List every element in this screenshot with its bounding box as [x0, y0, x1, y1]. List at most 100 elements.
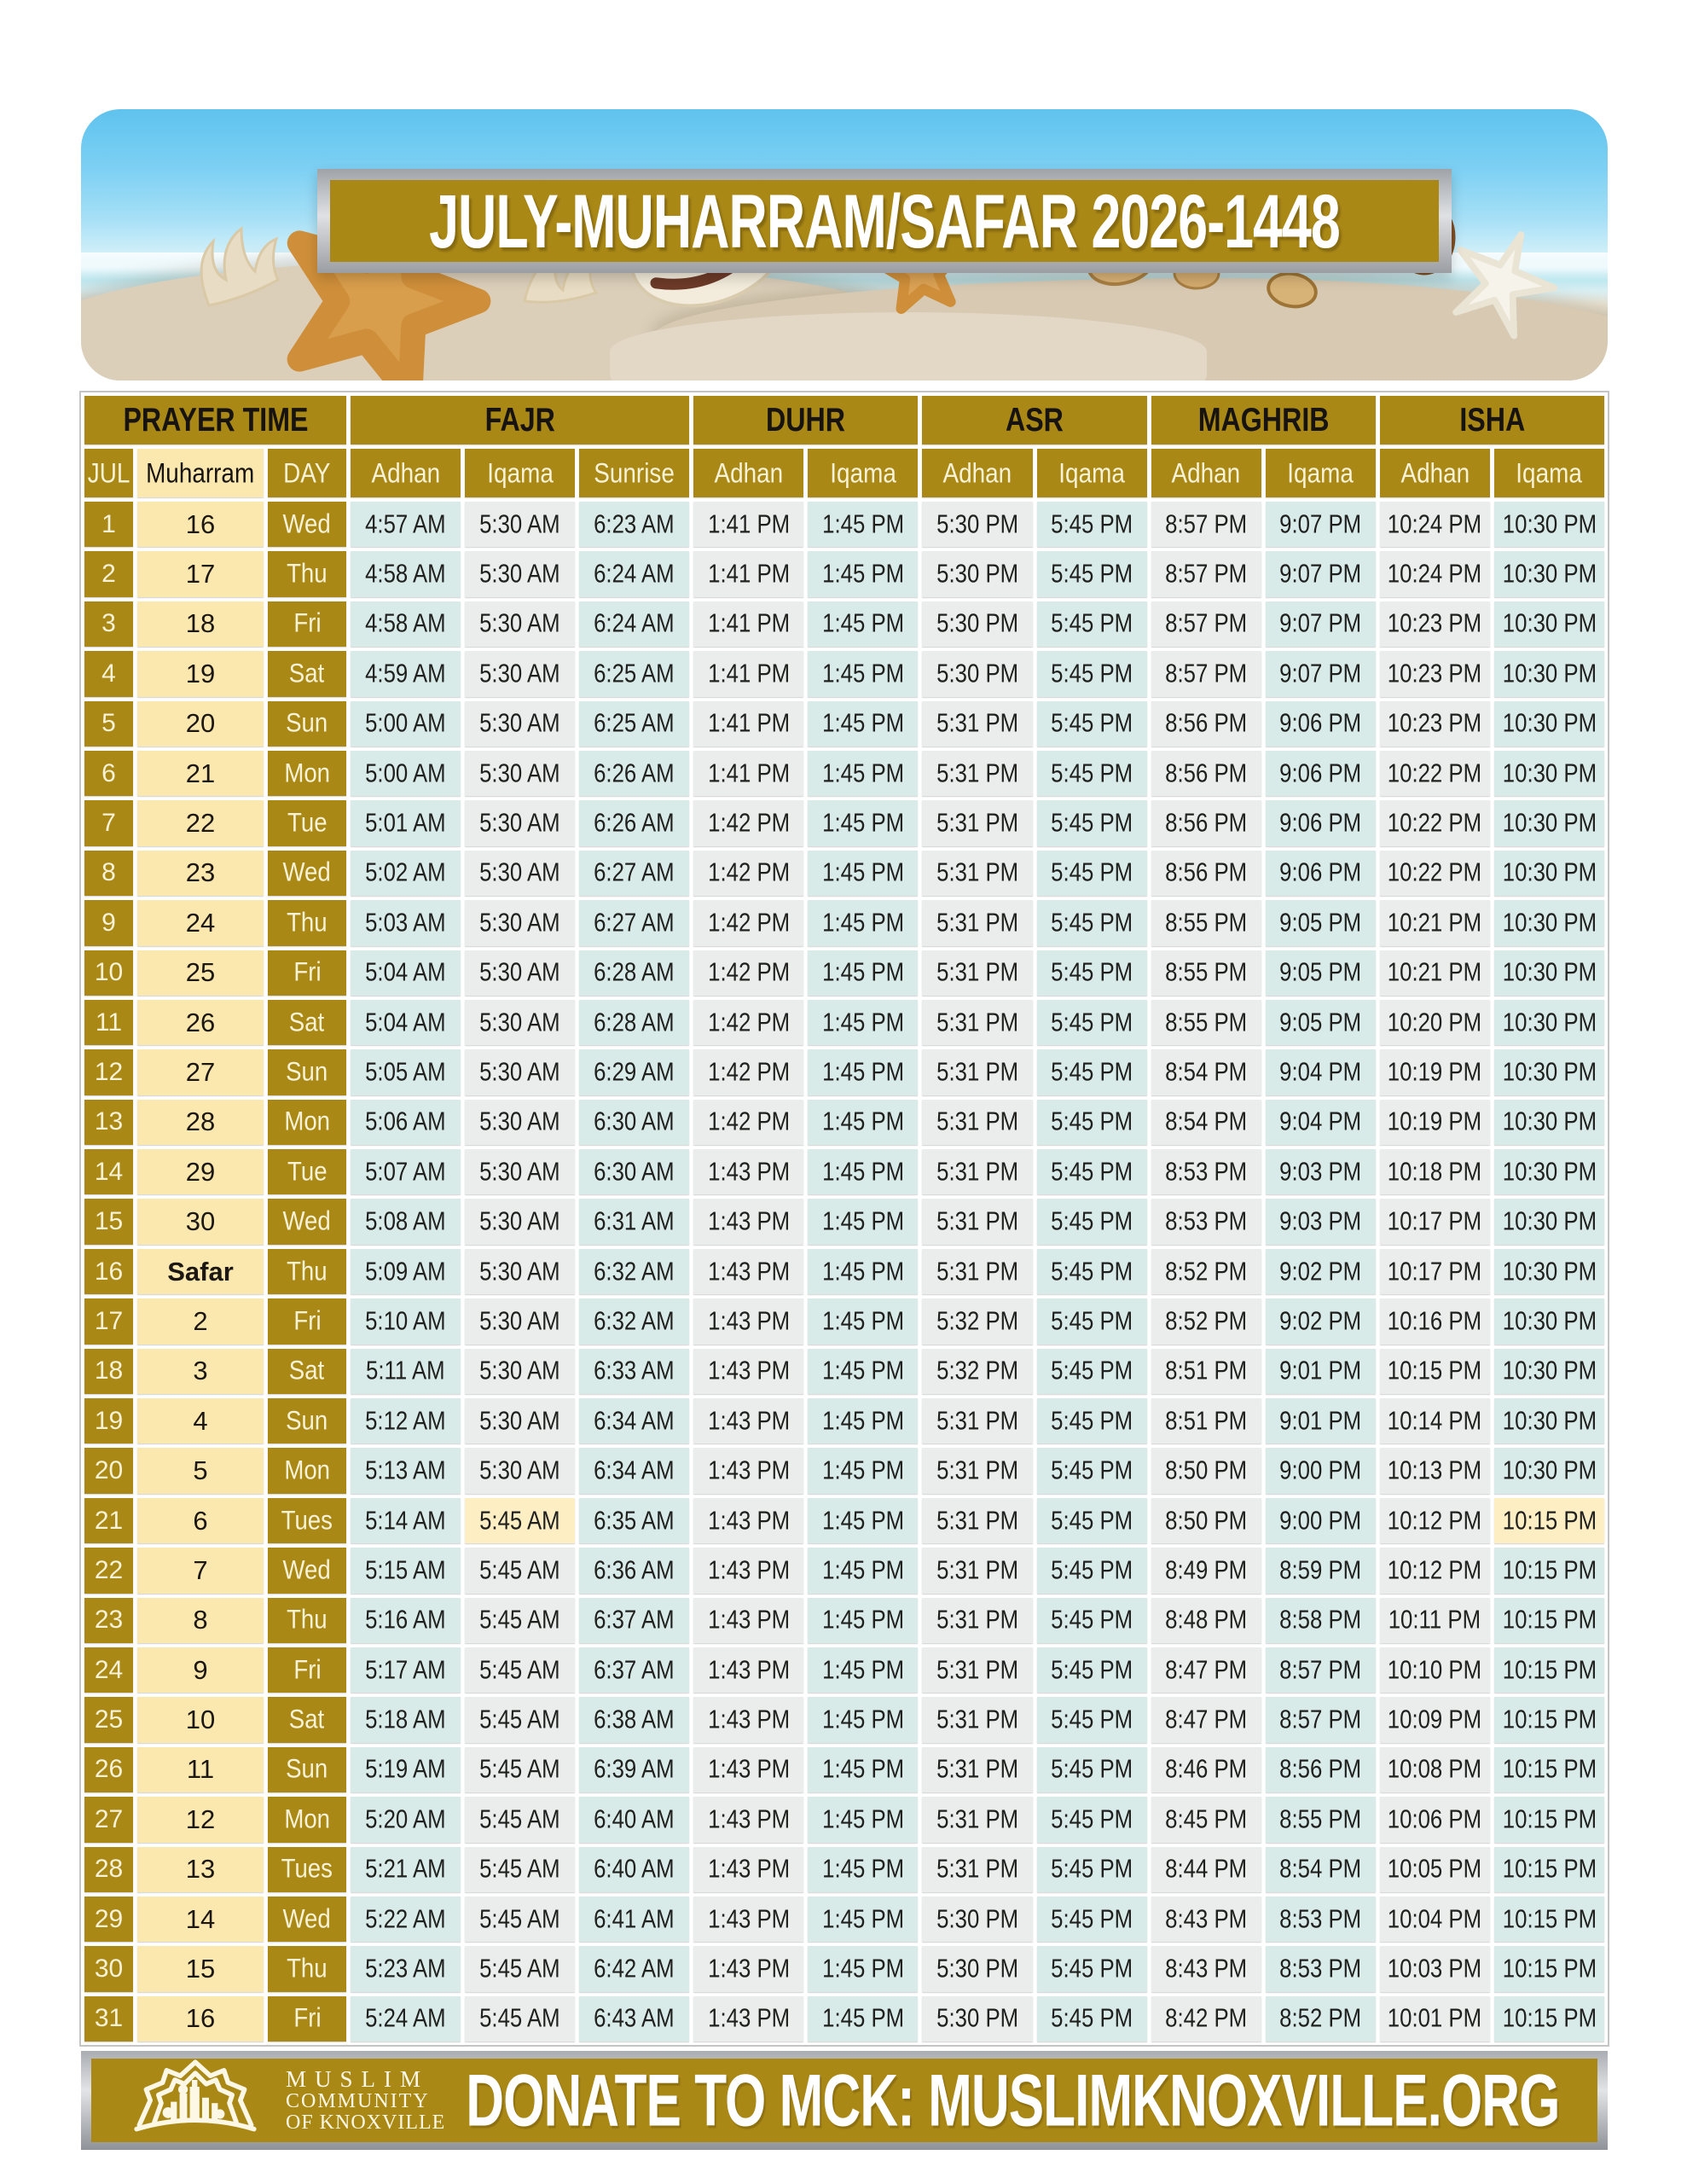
- time-cell: 6:32 AM: [579, 1298, 690, 1345]
- time-cell: 1:45 PM: [808, 1548, 919, 1594]
- donate-banner: MUSLIM COMMUNITY OF KNOXVILLE DONATE TO …: [81, 2051, 1608, 2150]
- time-cell: 9:06 PM: [1265, 700, 1376, 746]
- time-cell: 1:45 PM: [808, 1497, 919, 1544]
- time-cell: 1:42 PM: [693, 1099, 804, 1146]
- hijri-cell: 10: [137, 1697, 264, 1743]
- time-cell: 9:05 PM: [1265, 950, 1376, 996]
- time-cell: 1:45 PM: [808, 800, 919, 846]
- time-cell: 5:31 PM: [922, 900, 1033, 946]
- time-cell: 6:26 AM: [579, 750, 690, 797]
- day-cell: Thu: [268, 1946, 346, 1992]
- time-cell: 1:43 PM: [693, 1497, 804, 1544]
- time-cell: 5:45 PM: [1036, 1746, 1147, 1793]
- col-header-asr-iqama: Iqama: [1036, 449, 1147, 497]
- skyline-icon: [162, 2080, 225, 2123]
- time-cell: 1:43 PM: [693, 1248, 804, 1295]
- group-header-asr: ASR: [922, 396, 1147, 444]
- time-cell: 9:07 PM: [1265, 601, 1376, 648]
- time-cell: 10:23 PM: [1379, 651, 1490, 697]
- time-cell: 8:55 PM: [1151, 999, 1261, 1046]
- col-header-asr-adhan: Adhan: [922, 449, 1033, 497]
- time-cell: 6:38 AM: [579, 1697, 690, 1743]
- time-cell: 10:30 PM: [1493, 800, 1604, 846]
- time-cell: 1:45 PM: [808, 1448, 919, 1494]
- time-cell: 5:45 PM: [1036, 1448, 1147, 1494]
- time-cell: 9:07 PM: [1265, 651, 1376, 697]
- time-cell: 8:53 PM: [1265, 1946, 1376, 1992]
- time-cell: 10:01 PM: [1379, 1995, 1490, 2042]
- time-cell: 1:41 PM: [693, 502, 804, 548]
- day-cell: Fri: [268, 1647, 346, 1693]
- time-cell: 6:34 AM: [579, 1398, 690, 1444]
- day-cell: Fri: [268, 1298, 346, 1345]
- org-line1: MUSLIM: [286, 2065, 430, 2092]
- day-cell: Thu: [268, 1248, 346, 1295]
- col-header-jul: JUL: [84, 449, 133, 497]
- time-cell: 5:45 PM: [1036, 651, 1147, 697]
- time-cell: 5:30 AM: [465, 800, 576, 846]
- time-cell: 5:30 AM: [465, 502, 576, 548]
- time-cell: 10:20 PM: [1379, 999, 1490, 1046]
- time-cell: 6:26 AM: [579, 800, 690, 846]
- org-line3: OF KNOXVILLE: [286, 2111, 446, 2134]
- time-cell: 5:19 AM: [351, 1746, 461, 1793]
- title-banner: JULY-MUHARRAM/SAFAR 2026-1448: [317, 169, 1452, 273]
- hijri-cell: Safar: [137, 1248, 264, 1295]
- org-name: MUSLIM COMMUNITY OF KNOXVILLE: [286, 2065, 446, 2134]
- day-cell: Wed: [268, 1199, 346, 1245]
- time-cell: 5:30 AM: [465, 1448, 576, 1494]
- time-cell: 10:30 PM: [1493, 900, 1604, 946]
- time-cell: 8:47 PM: [1151, 1697, 1261, 1743]
- col-header-duhr-adhan: Adhan: [693, 449, 804, 497]
- time-cell: 8:55 PM: [1151, 950, 1261, 996]
- time-cell: 5:45 PM: [1036, 1049, 1147, 1095]
- time-cell: 5:31 PM: [922, 1248, 1033, 1295]
- hijri-cell: 11: [137, 1746, 264, 1793]
- time-cell: 5:30 AM: [465, 1199, 576, 1245]
- jul-cell: 1: [84, 502, 133, 548]
- time-cell: 9:06 PM: [1265, 850, 1376, 897]
- time-cell: 1:45 PM: [808, 502, 919, 548]
- time-cell: 1:42 PM: [693, 1049, 804, 1095]
- jul-cell: 25: [84, 1697, 133, 1743]
- time-cell: 6:32 AM: [579, 1248, 690, 1295]
- day-cell: Sat: [268, 1348, 346, 1395]
- time-cell: 9:07 PM: [1265, 551, 1376, 597]
- time-cell: 10:15 PM: [1493, 1746, 1604, 1793]
- time-cell: 5:31 PM: [922, 999, 1033, 1046]
- time-cell: 6:23 AM: [579, 502, 690, 548]
- time-cell: 9:05 PM: [1265, 900, 1376, 946]
- group-header-prayer-time: PRAYER TIME: [84, 396, 346, 444]
- day-cell: Fri: [268, 1995, 346, 2042]
- hijri-cell: 7: [137, 1548, 264, 1594]
- col-header-maghrib-iqama: Iqama: [1265, 449, 1376, 497]
- time-cell: 10:15 PM: [1493, 1697, 1604, 1743]
- time-cell: 10:30 PM: [1493, 750, 1604, 797]
- time-cell: 5:45 PM: [1036, 551, 1147, 597]
- time-cell: 5:30 PM: [922, 601, 1033, 648]
- time-cell: 10:30 PM: [1493, 999, 1604, 1046]
- day-cell: Wed: [268, 1548, 346, 1594]
- time-cell: 8:42 PM: [1151, 1995, 1261, 2042]
- group-header-duhr: DUHR: [693, 396, 919, 444]
- day-cell: Sat: [268, 651, 346, 697]
- time-cell: 10:03 PM: [1379, 1946, 1490, 1992]
- time-cell: 1:45 PM: [808, 999, 919, 1046]
- time-cell: 5:45 PM: [1036, 999, 1147, 1046]
- day-cell: Wed: [268, 502, 346, 548]
- time-cell: 9:03 PM: [1265, 1199, 1376, 1245]
- time-cell: 9:00 PM: [1265, 1448, 1376, 1494]
- time-cell: 10:13 PM: [1379, 1448, 1490, 1494]
- time-cell: 8:56 PM: [1265, 1746, 1376, 1793]
- time-cell: 1:45 PM: [808, 1348, 919, 1395]
- time-cell: 9:01 PM: [1265, 1348, 1376, 1395]
- time-cell: 5:30 AM: [465, 551, 576, 597]
- time-cell: 10:24 PM: [1379, 502, 1490, 548]
- time-cell: 6:28 AM: [579, 950, 690, 996]
- time-cell: 10:15 PM: [1493, 1647, 1604, 1693]
- time-cell: 5:21 AM: [351, 1846, 461, 1892]
- time-cell: 4:58 AM: [351, 551, 461, 597]
- time-cell: 6:36 AM: [579, 1548, 690, 1594]
- time-cell: 1:42 PM: [693, 800, 804, 846]
- time-cell: 6:33 AM: [579, 1348, 690, 1395]
